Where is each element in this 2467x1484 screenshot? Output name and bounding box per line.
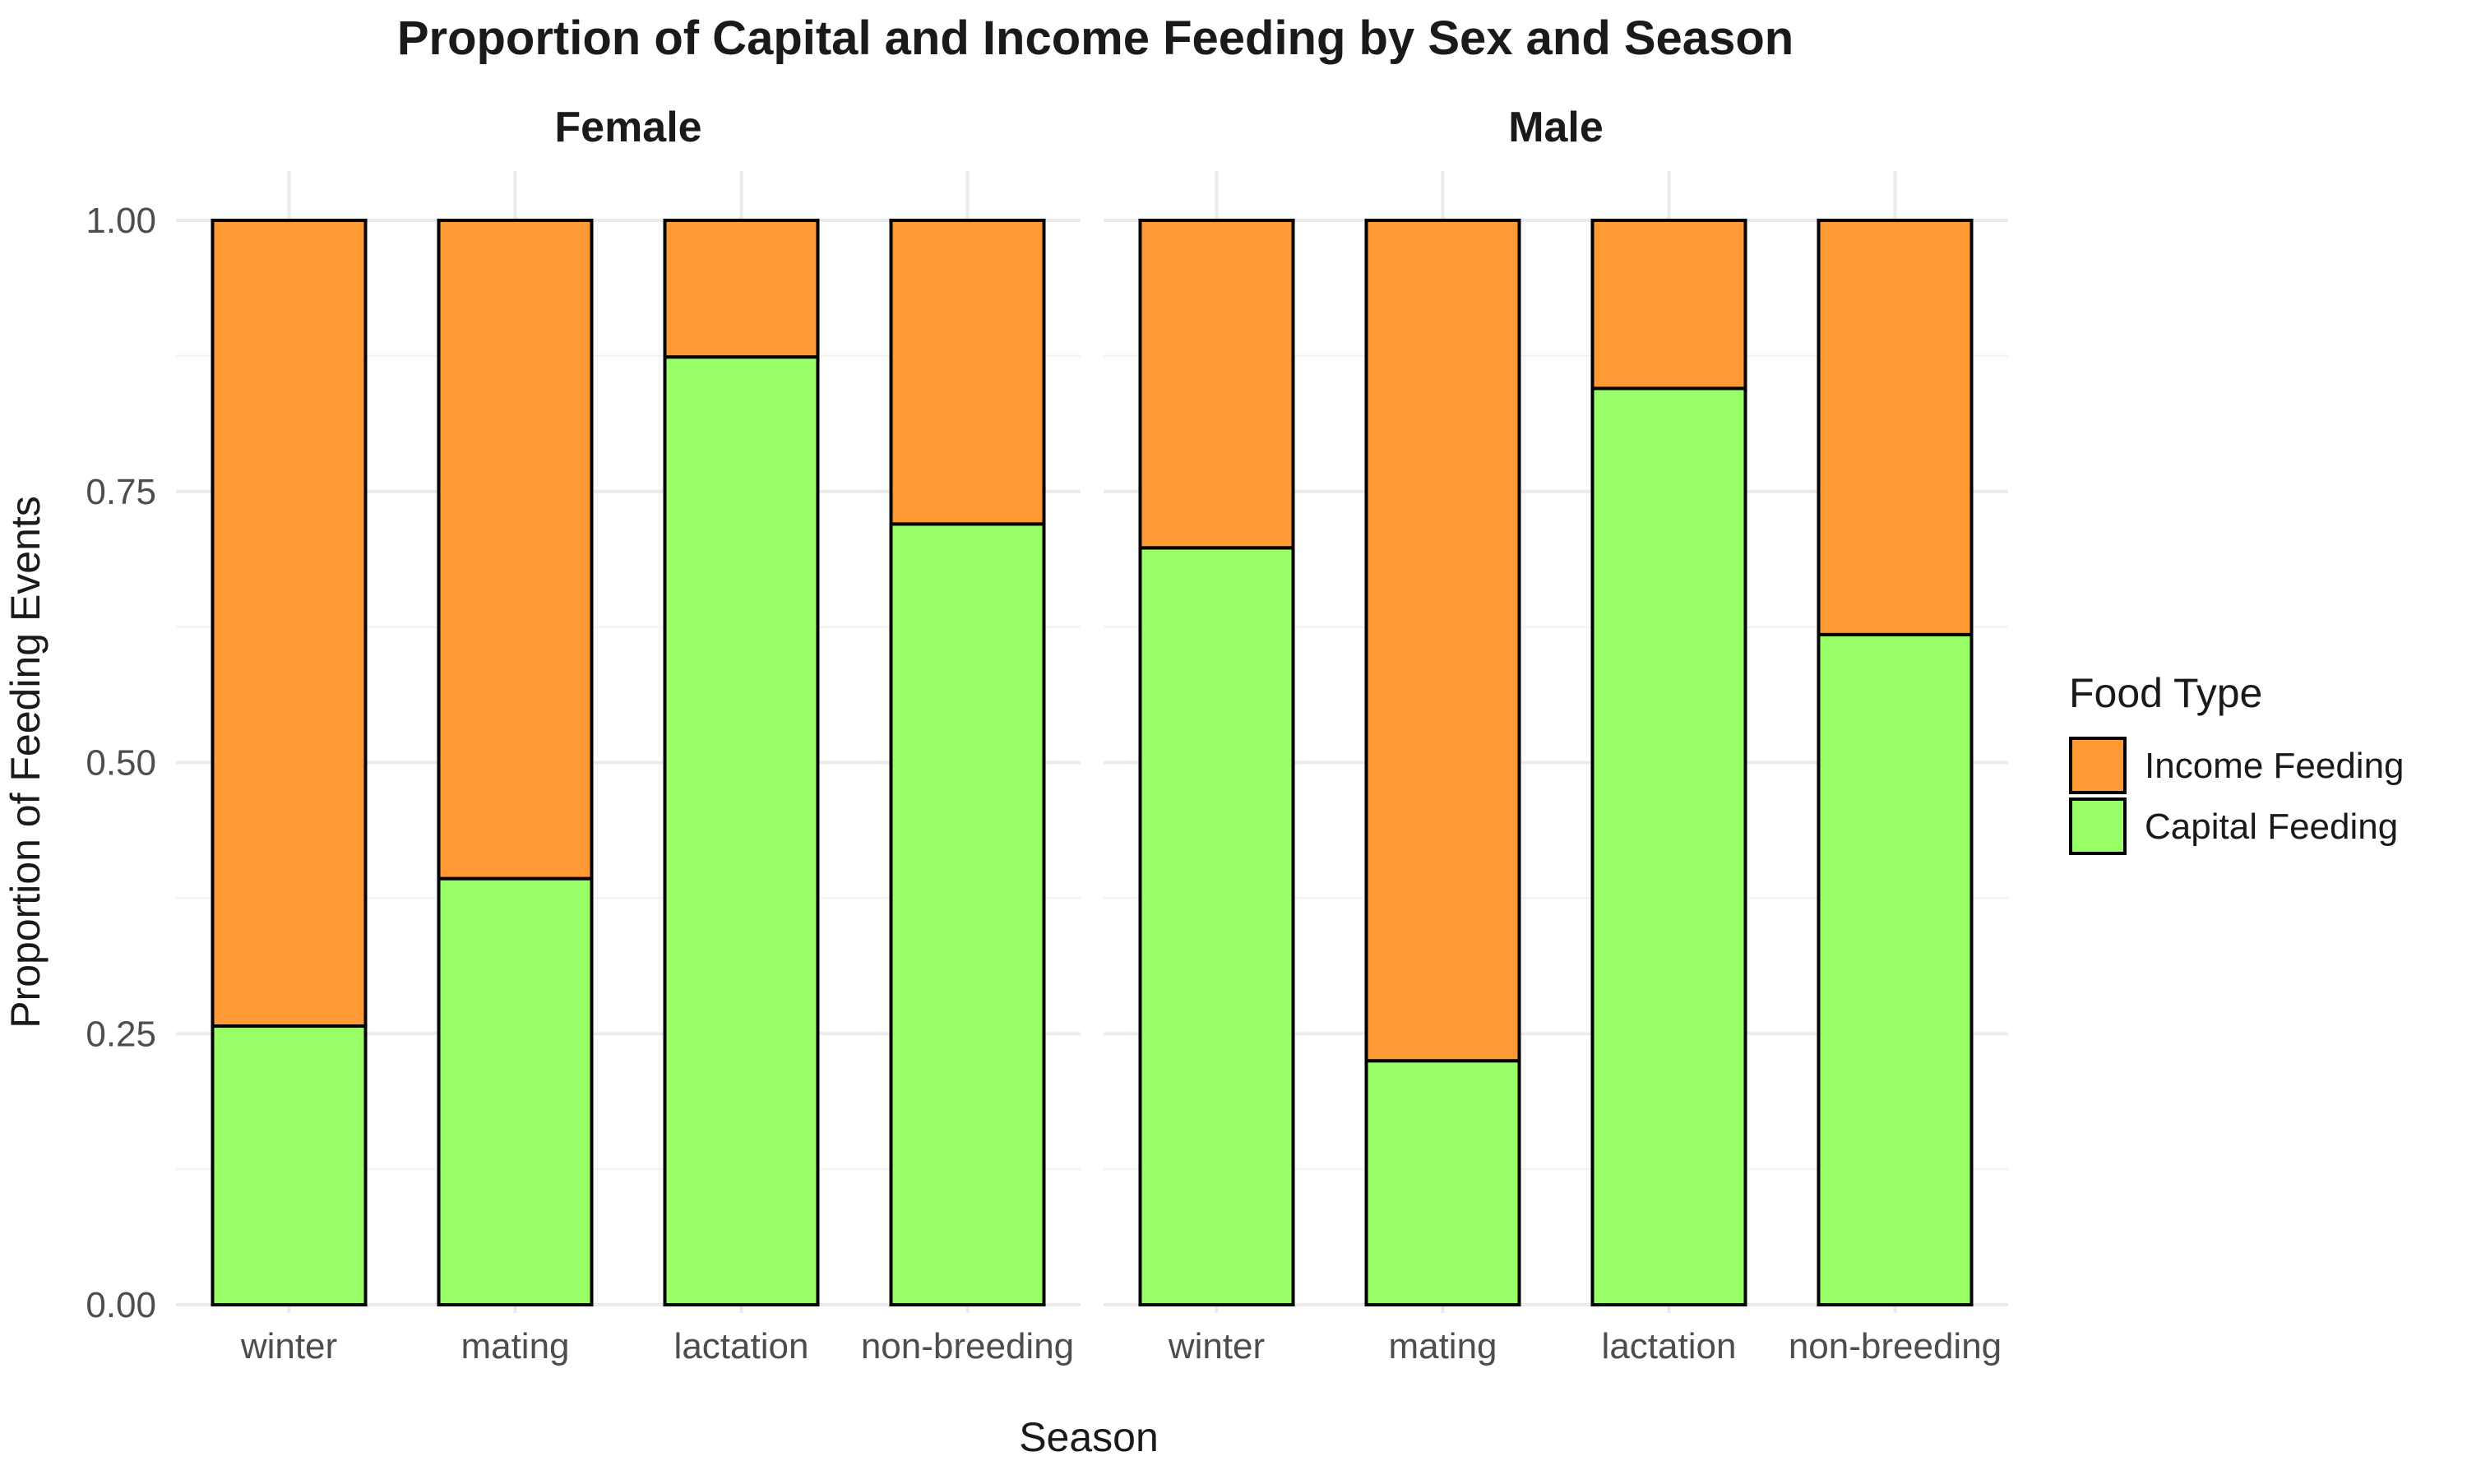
legend-label: Income Feeding bbox=[2145, 746, 2405, 786]
bar-capital-female-lactation bbox=[663, 355, 820, 1307]
bar-income-female-non-breeding bbox=[889, 219, 1046, 526]
x-tick-label: non-breeding bbox=[1789, 1326, 2002, 1366]
facet-label-male: Male bbox=[1508, 104, 1604, 151]
y-tick-label: 0.50 bbox=[86, 743, 156, 784]
x-tick-label: lactation bbox=[674, 1326, 809, 1366]
facet-label-female: Female bbox=[554, 104, 701, 151]
y-tick-label: 1.00 bbox=[86, 201, 156, 241]
bar-capital-female-winter bbox=[211, 1024, 368, 1306]
legend-title: Food Type bbox=[2069, 670, 2262, 716]
bar-income-female-winter bbox=[211, 219, 368, 1029]
legend-swatch-capital-feeding bbox=[2069, 797, 2127, 855]
bar-capital-male-winter bbox=[1138, 546, 1295, 1306]
x-tick-label: non-breeding bbox=[861, 1326, 1074, 1366]
y-tick-label: 0.25 bbox=[86, 1014, 156, 1054]
y-axis-label: Proportion of Feeding Events bbox=[2, 496, 49, 1029]
bar-income-male-non-breeding bbox=[1817, 219, 1974, 636]
bar-income-male-winter bbox=[1138, 219, 1295, 550]
chart-title: Proportion of Capital and Income Feeding… bbox=[397, 12, 1794, 65]
x-tick-label: mating bbox=[461, 1326, 569, 1366]
x-tick-label: winter bbox=[1168, 1326, 1265, 1366]
bar-income-male-lactation bbox=[1590, 219, 1747, 391]
legend: Food Type Income Feeding Capital Feeding bbox=[2069, 670, 2405, 855]
y-tick-label: 0.00 bbox=[86, 1285, 156, 1325]
y-tick-label: 0.75 bbox=[86, 472, 156, 512]
bar-capital-male-lactation bbox=[1590, 386, 1747, 1307]
legend-label: Capital Feeding bbox=[2145, 807, 2398, 847]
x-tick-label: winter bbox=[240, 1326, 337, 1366]
bar-capital-female-mating bbox=[437, 876, 594, 1307]
bar-capital-female-non-breeding bbox=[889, 522, 1046, 1306]
bar-capital-male-non-breeding bbox=[1817, 632, 1974, 1306]
y-axis-ticks: 0.00 0.25 0.50 0.75 1.00 bbox=[86, 201, 156, 1325]
bar-income-male-mating bbox=[1364, 219, 1521, 1063]
bar-income-female-lactation bbox=[663, 219, 820, 359]
panel-male: Male winter mating lactation non-breeding bbox=[1104, 104, 2008, 1366]
x-tick-label: lactation bbox=[1602, 1326, 1737, 1366]
x-axis-label: Season bbox=[1019, 1414, 1159, 1460]
bar-capital-male-mating bbox=[1364, 1059, 1521, 1306]
x-tick-label: mating bbox=[1388, 1326, 1497, 1366]
legend-swatch-income-feeding bbox=[2069, 737, 2127, 794]
bar-income-female-mating bbox=[437, 219, 594, 881]
panel-female: Female winter mating lactation non-breeding bbox=[176, 104, 1081, 1366]
